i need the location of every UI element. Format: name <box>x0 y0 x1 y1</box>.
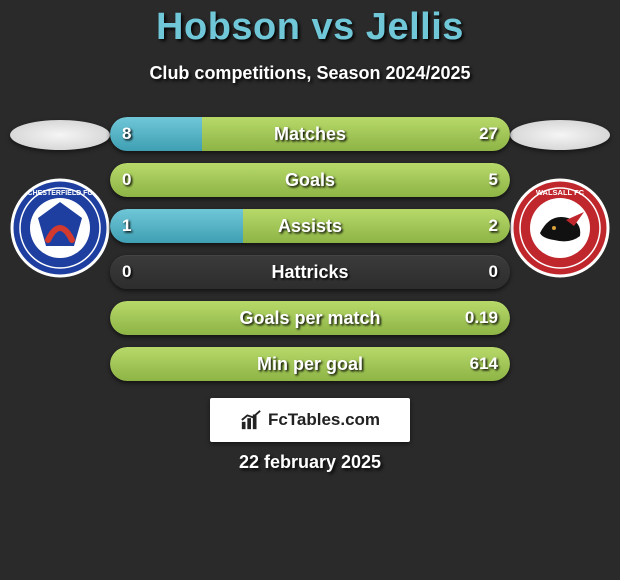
stat-row: Goals0 5 <box>110 163 510 197</box>
fctables-logo-icon <box>240 409 262 431</box>
subtitle: Club competitions, Season 2024/2025 <box>0 63 620 84</box>
player-right-slot: WALSALL FC <box>510 120 610 278</box>
stat-row: Assists1 2 <box>110 209 510 243</box>
stat-value-right: 0.19 <box>465 301 498 335</box>
comparison-card: Hobson vs Jellis Club competitions, Seas… <box>0 0 620 580</box>
stat-value-left: 0 <box>122 255 131 289</box>
stat-value-right: 0 <box>489 255 498 289</box>
stat-value-right: 2 <box>489 209 498 243</box>
stat-label: Goals per match <box>110 301 510 335</box>
brand-label: FcTables.com <box>268 410 380 430</box>
svg-text:CHESTERFIELD FC: CHESTERFIELD FC <box>28 190 93 197</box>
stat-value-right: 5 <box>489 163 498 197</box>
brand-box[interactable]: FcTables.com <box>210 398 410 442</box>
comparison-chart: Matches827Goals05Assists12Hattricks00Goa… <box>110 117 510 393</box>
stat-value-left: 8 <box>122 117 131 151</box>
stat-row: Hattricks0 0 <box>110 255 510 289</box>
stat-row: Matches8 27 <box>110 117 510 151</box>
stat-row: Min per goal614 <box>110 347 510 381</box>
svg-text:WALSALL FC: WALSALL FC <box>536 188 585 197</box>
chesterfield-badge-icon: CHESTERFIELD FC <box>10 178 110 278</box>
stat-value-left: 1 <box>122 209 131 243</box>
stat-label: Goals <box>110 163 510 197</box>
stat-label: Matches <box>110 117 510 151</box>
club-badge-left: CHESTERFIELD FC <box>10 178 110 278</box>
stat-label: Assists <box>110 209 510 243</box>
walsall-badge-icon: WALSALL FC <box>510 178 610 278</box>
stat-value-right: 614 <box>470 347 498 381</box>
player-left-slot: CHESTERFIELD FC <box>10 120 110 278</box>
date-label: 22 february 2025 <box>0 452 620 473</box>
stat-value-right: 27 <box>479 117 498 151</box>
stat-row: Goals per match0.19 <box>110 301 510 335</box>
stat-label: Min per goal <box>110 347 510 381</box>
page-title: Hobson vs Jellis <box>0 0 620 49</box>
club-badge-right: WALSALL FC <box>510 178 610 278</box>
player-right-avatar-placeholder <box>510 120 610 150</box>
stat-label: Hattricks <box>110 255 510 289</box>
stat-value-left: 0 <box>122 163 131 197</box>
player-left-avatar-placeholder <box>10 120 110 150</box>
